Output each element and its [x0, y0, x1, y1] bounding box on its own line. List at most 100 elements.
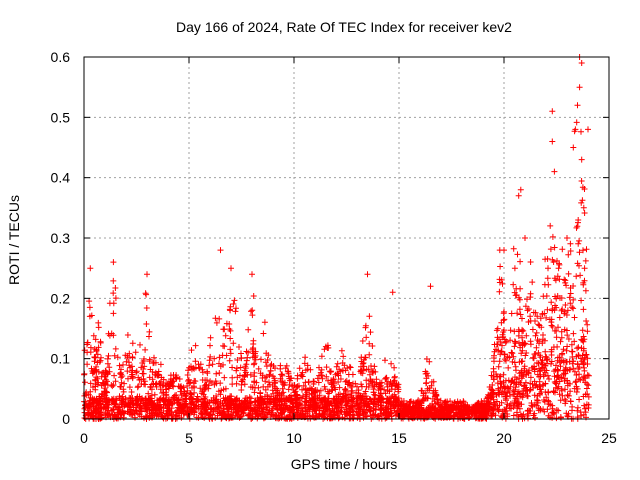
- data-point: [262, 374, 269, 381]
- data-point: [330, 382, 337, 389]
- y-tick-label: 0.1: [51, 351, 71, 367]
- data-point: [216, 315, 223, 322]
- data-point: [206, 362, 213, 369]
- data-point: [274, 415, 281, 422]
- data-point: [116, 404, 123, 411]
- data-point: [279, 411, 286, 418]
- data-point: [511, 289, 518, 296]
- data-point: [584, 391, 591, 397]
- data-point: [191, 389, 198, 396]
- data-point: [406, 399, 413, 405]
- data-point: [213, 370, 220, 377]
- data-point: [300, 382, 307, 389]
- data-point: [92, 377, 99, 384]
- data-point: [287, 409, 294, 416]
- data-point: [222, 385, 229, 392]
- data-point: [346, 379, 353, 386]
- data-point: [558, 414, 564, 421]
- data-point: [316, 413, 323, 420]
- data-point: [506, 354, 513, 361]
- data-point: [500, 317, 507, 324]
- data-point: [184, 387, 191, 394]
- data-point: [450, 415, 457, 422]
- data-point: [338, 347, 345, 354]
- data-point: [367, 329, 374, 336]
- data-point: [330, 376, 337, 382]
- data-point: [573, 372, 580, 378]
- data-point: [146, 374, 153, 381]
- data-point: [183, 395, 190, 402]
- data-point: [204, 368, 211, 375]
- data-point: [496, 391, 503, 398]
- data-point: [534, 313, 541, 320]
- data-point: [102, 406, 109, 412]
- data-point: [165, 382, 172, 389]
- data-point: [490, 376, 497, 383]
- axis-ticks: 0 5 10 15 20 25 0 0.1 0.2 0.3 0.4 0.5 0.6: [51, 49, 617, 446]
- data-point: [536, 378, 543, 385]
- data-point: [157, 361, 164, 368]
- data-point: [241, 372, 248, 379]
- data-point: [82, 398, 89, 405]
- data-point: [227, 346, 234, 353]
- data-point: [191, 377, 198, 384]
- data-point: [210, 397, 217, 404]
- data-point: [363, 334, 370, 341]
- data-point: [375, 396, 382, 403]
- data-point: [199, 369, 206, 376]
- data-point: [329, 415, 336, 422]
- data-point: [527, 317, 534, 324]
- data-point: [501, 247, 507, 254]
- data-point: [363, 377, 370, 384]
- data-point: [245, 412, 252, 419]
- data-point: [179, 405, 186, 412]
- data-point: [479, 403, 486, 410]
- data-point: [566, 294, 573, 301]
- data-point: [97, 339, 104, 346]
- data-point: [580, 347, 587, 354]
- data-point: [556, 391, 563, 398]
- data-point: [227, 307, 234, 314]
- data-point: [193, 403, 200, 410]
- data-point: [552, 302, 558, 309]
- data-point: [500, 329, 507, 335]
- data-point: [323, 364, 330, 371]
- data-point: [112, 378, 119, 385]
- data-point: [582, 257, 589, 264]
- data-point: [493, 371, 500, 378]
- data-point: [159, 396, 166, 403]
- data-point: [585, 382, 592, 389]
- data-point: [276, 401, 283, 408]
- data-point: [134, 384, 141, 391]
- data-point: [110, 310, 117, 317]
- data-point: [362, 354, 369, 361]
- data-point: [163, 386, 170, 393]
- data-point: [120, 396, 127, 403]
- data-point: [376, 415, 383, 422]
- data-point: [563, 410, 570, 417]
- data-point: [285, 373, 292, 380]
- data-point: [582, 287, 589, 294]
- data-point: [511, 265, 518, 272]
- data-point: [91, 358, 98, 365]
- data-point: [524, 393, 531, 400]
- data-point: [490, 399, 497, 406]
- data-point: [94, 409, 101, 416]
- data-point: [522, 379, 529, 386]
- data-point: [326, 410, 333, 417]
- data-point: [519, 358, 526, 365]
- data-point: [496, 402, 503, 409]
- data-point: [273, 403, 280, 409]
- data-point: [514, 401, 521, 408]
- data-point: [362, 393, 369, 400]
- data-point: [514, 251, 521, 258]
- data-point: [325, 398, 332, 405]
- data-point: [420, 390, 427, 397]
- data-point: [521, 340, 528, 347]
- data-point: [554, 354, 561, 361]
- data-point: [141, 356, 147, 362]
- data-point: [388, 386, 395, 393]
- data-point: [512, 395, 519, 402]
- data-point: [395, 388, 402, 395]
- data-point: [544, 275, 551, 282]
